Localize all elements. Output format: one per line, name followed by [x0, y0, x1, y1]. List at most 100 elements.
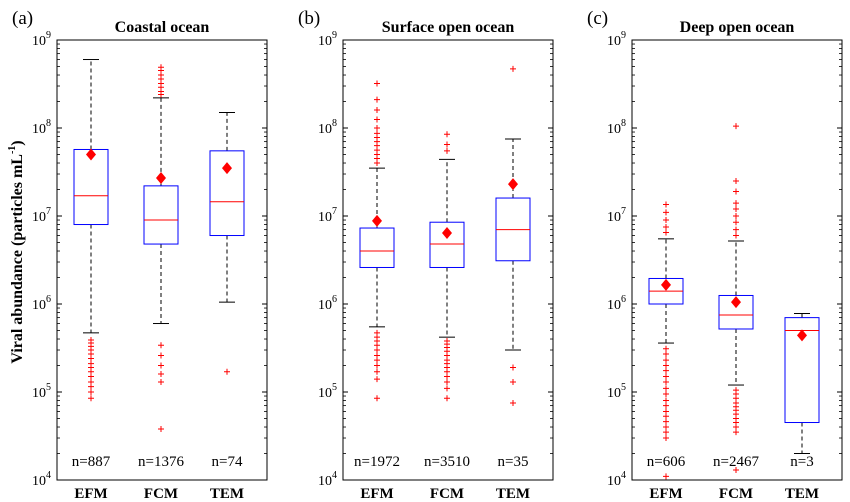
outlier-point [663, 390, 669, 397]
y-tick-label: 108 [318, 118, 337, 137]
category-label: TEM [210, 486, 244, 502]
outlier-point [663, 362, 669, 369]
y-tick-label: 105 [32, 382, 51, 401]
category-label: FCM [430, 486, 464, 502]
mean-marker [86, 148, 96, 161]
outlier-point [444, 378, 450, 385]
count-label: n=3510 [424, 454, 470, 470]
panel-label: (b) [298, 8, 320, 29]
y-tick-label: 105 [318, 382, 337, 401]
panel-3: 104 105 106 107 108 109(c) Deep open ocean n=60… [587, 8, 843, 502]
y-tick-label: 104 [318, 470, 337, 489]
outlier-point [733, 206, 739, 213]
outlier-point [733, 226, 739, 233]
iqr-box [143, 185, 179, 245]
outlier-point [444, 337, 450, 344]
mean-marker [222, 162, 232, 175]
box-tem: n=3 TEM [784, 312, 820, 502]
outlier-point [733, 200, 739, 207]
outlier-point [444, 147, 450, 154]
panel-label: (a) [12, 8, 33, 29]
outlier-point [374, 329, 380, 336]
panel-title: Surface open ocean [382, 19, 515, 36]
axes-frame [56, 39, 268, 481]
outlier-point [733, 188, 739, 195]
outlier-point [444, 131, 450, 138]
mean-marker [661, 278, 671, 291]
y-tick-label: 105 [607, 382, 626, 401]
panel-2: 104 105 106 107 108 109(b) Surface open ocean n… [298, 8, 554, 502]
outlier-point [663, 378, 669, 385]
iqr-box [359, 227, 395, 268]
outlier-point [374, 376, 380, 383]
iqr-box [718, 294, 754, 330]
category-label: FCM [719, 486, 753, 502]
outlier-point [88, 395, 94, 402]
y-tick-label: 109 [318, 30, 337, 49]
y-axis-label: Viral abundance (particles mL-1) [7, 140, 26, 363]
outlier-point [88, 389, 94, 395]
y-tick-label: 104 [32, 470, 51, 489]
outlier-point [733, 466, 739, 473]
outlier-point [510, 399, 516, 406]
y-tick-label: 107 [318, 206, 337, 225]
outlier-point [444, 395, 450, 402]
outlier-point [374, 130, 380, 137]
iqr-box [429, 221, 465, 268]
box-fcm: n=1376 FCM [138, 64, 184, 502]
outlier-point [88, 378, 94, 385]
outlier-point [158, 362, 164, 369]
outlier-point [663, 223, 669, 230]
outlier-point [158, 352, 164, 359]
box-fcm: n=3510 FCM [424, 131, 470, 502]
outlier-point [510, 378, 516, 385]
count-label: n=3 [790, 454, 813, 470]
iqr-box [784, 317, 820, 424]
outlier-point [663, 201, 669, 208]
box-efm: n=1972 EFM [354, 80, 400, 502]
mean-marker [442, 227, 452, 240]
iqr-box [73, 148, 109, 226]
box-tem: n=74 TEM [209, 112, 245, 502]
outlier-point [663, 373, 669, 380]
outlier-point [374, 116, 380, 123]
mean-marker [508, 178, 518, 191]
outlier-point [158, 64, 164, 71]
outlier-point [374, 352, 380, 359]
outlier-point [663, 217, 669, 224]
outlier-point [733, 177, 739, 184]
y-tick-label: 109 [32, 30, 51, 49]
outlier-point [374, 125, 380, 131]
panel-title: Deep open ocean [680, 19, 795, 36]
y-tick-label: 107 [32, 206, 51, 225]
panel-1: 104 105 106 107 108 109(a) Coastal ocean n=887 E… [12, 8, 268, 502]
outlier-point [158, 342, 164, 349]
outlier-point [733, 213, 739, 219]
y-tick-label: 104 [607, 470, 626, 489]
count-label: n=606 [647, 454, 686, 470]
mean-marker [731, 296, 741, 309]
outlier-point [733, 387, 739, 394]
outlier-point [663, 408, 669, 415]
count-label: n=2467 [713, 454, 759, 470]
outlier-point [158, 371, 164, 378]
outlier-point [444, 141, 450, 148]
y-tick-label: 106 [32, 294, 51, 313]
iqr-box [209, 150, 245, 237]
outlier-point [663, 429, 669, 436]
category-label: EFM [360, 486, 393, 502]
outlier-point [88, 336, 94, 343]
outlier-point [510, 65, 516, 72]
outlier-point [510, 364, 516, 371]
y-tick-label: 109 [607, 30, 626, 49]
y-tick-label: 108 [607, 118, 626, 137]
count-label: n=1972 [354, 454, 400, 470]
category-label: EFM [649, 486, 682, 502]
box-efm: n=606 EFM [647, 201, 686, 502]
count-label: n=1376 [138, 454, 184, 470]
count-label: n=74 [212, 454, 243, 470]
outlier-point [374, 368, 380, 375]
outlier-point [663, 397, 669, 404]
box-tem: n=35 TEM [495, 65, 531, 502]
